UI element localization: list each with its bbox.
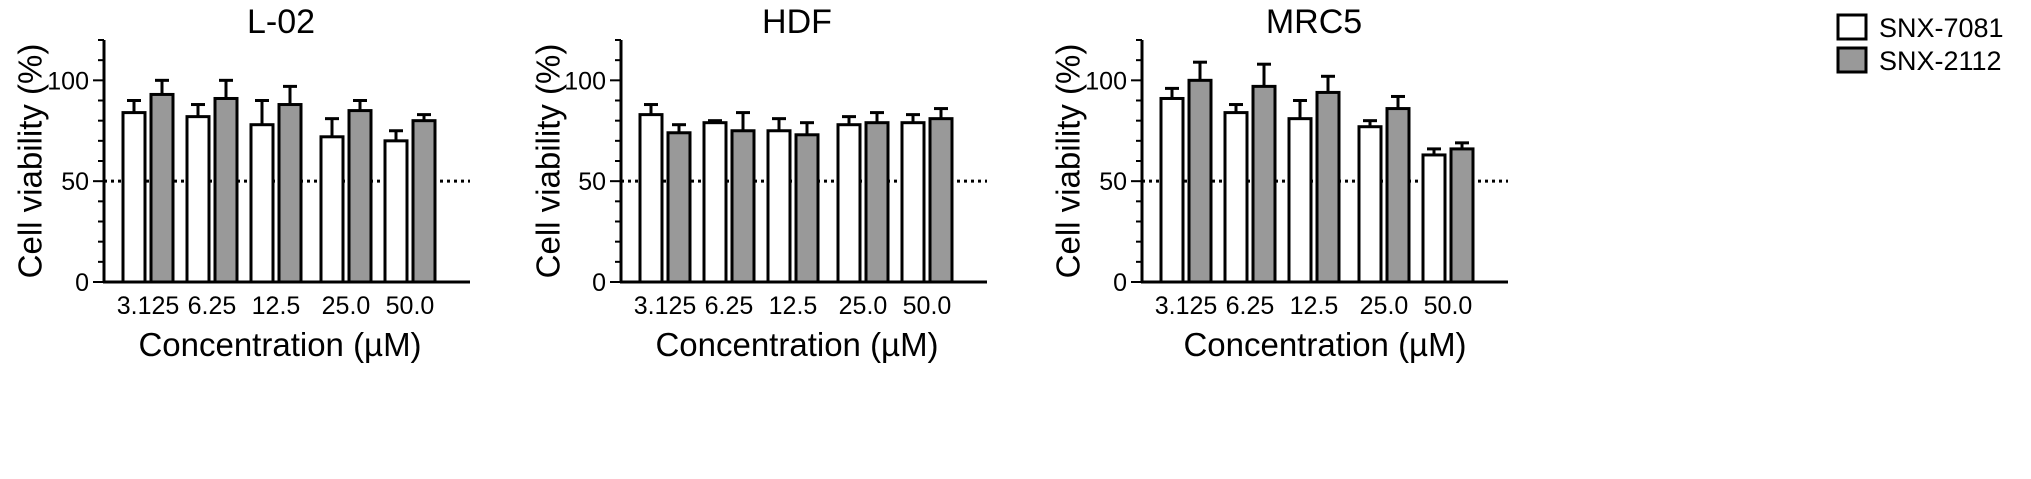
bar-snx-7081-25_0 (319, 135, 345, 284)
chart-title: L-02 (247, 3, 315, 41)
bar-snx-2112-25_0 (864, 121, 890, 284)
x-tick-label: 3.125 (1155, 292, 1218, 320)
chart-title: HDF (762, 3, 832, 41)
x-tick-label: 50.0 (903, 292, 952, 320)
bar-snx-2112-50_0 (928, 117, 954, 284)
bar-snx-2112-50_0 (411, 119, 437, 284)
y-axis-label: Cell viability (%) (530, 44, 567, 279)
x-tick-label: 6.25 (705, 292, 754, 320)
bar-snx-7081-25_0 (836, 123, 862, 284)
chart-panel-1: L-02 0 50 100 3.125 6.25 12.5 25.0 50.0 Concentra… (12, 3, 470, 363)
x-tick-label: 12.5 (252, 292, 301, 320)
bar-snx-2112-3_125 (666, 131, 692, 284)
y-tick-label: 50 (1099, 168, 1127, 196)
y-tick-label: 100 (47, 67, 89, 95)
bar-snx-2112-12_5 (1315, 90, 1341, 284)
bar-snx-2112-6_25 (213, 96, 239, 284)
bar-snx-2112-12_5 (277, 103, 303, 284)
bar-snx-7081-3_125 (638, 113, 664, 284)
bar-snx-7081-6_25 (702, 121, 728, 284)
chart-panel-3: MRC5 0 50 100 3.125 6.25 12.5 25.0 50.0 Concentra… (1050, 3, 1508, 363)
x-tick-label: 25.0 (839, 292, 888, 320)
bar-snx-2112-6_25 (730, 129, 756, 284)
legend-swatch-snx-2112 (1836, 46, 1868, 74)
x-axis-label: Concentration (µM) (655, 326, 938, 363)
legend-label: SNX-7081 (1879, 13, 2004, 43)
chart-title: MRC5 (1266, 3, 1362, 41)
bar-snx-7081-3_125 (121, 111, 147, 284)
bar-snx-2112-12_5 (794, 133, 820, 284)
y-axis-label: Cell viability (%) (12, 44, 49, 279)
bar-snx-7081-12_5 (1287, 117, 1313, 284)
bar-snx-7081-12_5 (766, 129, 792, 284)
bar-snx-2112-25_0 (1385, 107, 1411, 284)
x-tick-label: 25.0 (1360, 292, 1409, 320)
x-tick-label: 6.25 (1226, 292, 1275, 320)
y-tick-label: 100 (1085, 67, 1127, 95)
x-tick-label: 3.125 (634, 292, 697, 320)
y-tick-label: 0 (1113, 269, 1127, 297)
x-tick-label: 50.0 (1424, 292, 1473, 320)
legend-swatch-snx-7081 (1836, 13, 1868, 41)
bar-snx-7081-3_125 (1159, 96, 1185, 284)
x-tick-label: 6.25 (188, 292, 237, 320)
bar-snx-2112-50_0 (1449, 147, 1475, 284)
y-axis-label: Cell viability (%) (1050, 44, 1087, 279)
y-tick-label: 50 (61, 168, 89, 196)
bar-snx-7081-50_0 (900, 121, 926, 284)
y-tick-label: 0 (592, 269, 606, 297)
y-tick-label: 100 (564, 67, 606, 95)
legend-label: SNX-2112 (1879, 46, 2002, 76)
bar-snx-7081-6_25 (185, 115, 211, 284)
bar-snx-2112-3_125 (149, 92, 175, 284)
x-tick-label: 12.5 (769, 292, 818, 320)
x-tick-label: 25.0 (322, 292, 371, 320)
y-tick-label: 50 (578, 168, 606, 196)
chart-panel-2: HDF 0 50 100 3.125 6.25 12.5 25.0 50.0 Concentrat… (530, 3, 987, 363)
x-tick-label: 3.125 (117, 292, 180, 320)
bar-snx-7081-50_0 (383, 139, 409, 284)
y-tick-label: 0 (75, 269, 89, 297)
x-tick-label: 12.5 (1290, 292, 1339, 320)
bar-snx-7081-12_5 (249, 123, 275, 284)
bar-snx-2112-25_0 (347, 109, 373, 284)
bar-snx-2112-3_125 (1187, 78, 1213, 284)
bar-snx-7081-25_0 (1357, 125, 1383, 284)
bar-snx-7081-6_25 (1223, 111, 1249, 284)
x-tick-label: 50.0 (386, 292, 435, 320)
bar-snx-2112-6_25 (1251, 84, 1277, 284)
bar-snx-7081-50_0 (1421, 153, 1447, 284)
x-axis-label: Concentration (µM) (1183, 326, 1466, 363)
x-axis-label: Concentration (µM) (138, 326, 421, 363)
